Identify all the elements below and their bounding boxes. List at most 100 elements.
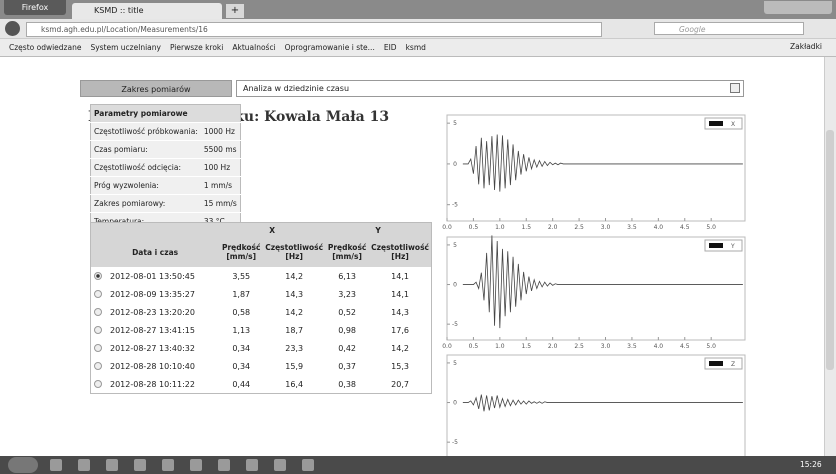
cell: 0,52 (338, 307, 357, 317)
start-button[interactable] (8, 457, 38, 473)
back-button[interactable] (5, 21, 20, 36)
x-tick-label: 3.0 (601, 224, 611, 231)
legend-label: X (731, 121, 735, 128)
taskbar-icon[interactable] (190, 459, 202, 471)
parameter-label: Temperatura: (90, 212, 201, 231)
x-tick-label: 1.5 (521, 224, 531, 231)
group-header: Y (375, 225, 381, 235)
plot-area (446, 354, 746, 459)
bookmark[interactable]: ksmd (405, 43, 426, 52)
signal-line (462, 235, 743, 329)
date-text: 2012-08-28 10:10:40 (110, 361, 195, 371)
bookmark[interactable]: Często odwiedzane (9, 43, 82, 52)
cell: 14,2 (391, 343, 409, 353)
legend-box (704, 357, 743, 370)
measurement-row[interactable]: 2012-08-09 13:35:27 1,87 14,3 3,23 14,1 (91, 285, 432, 303)
y-tick-label: 0 (453, 161, 457, 168)
cell: 14,1 (391, 289, 409, 299)
scroll-thumb[interactable] (826, 130, 834, 370)
bookmarks-menu[interactable]: Zakładki (790, 42, 822, 51)
y-tick-label: -5 (452, 439, 458, 446)
search-box[interactable]: Google (654, 22, 804, 35)
measurement-row[interactable]: 2012-08-28 10:10:40 0,34 15,9 0,37 15,3 (91, 357, 432, 375)
cell: 16,4 (285, 379, 304, 389)
x-tick-label: 1.0 (495, 224, 505, 231)
measurement-row[interactable]: 2012-08-28 10:11:22 0,44 16,4 0,38 20,7 (91, 375, 432, 394)
taskbar-icon[interactable] (274, 459, 286, 471)
x-tick-label: 4.5 (680, 224, 690, 231)
taskbar-icon[interactable] (162, 459, 174, 471)
measurement-row[interactable]: 2012-08-27 13:41:15 1,13 18,7 0,98 17,6 (91, 321, 432, 339)
radio-button[interactable] (94, 290, 102, 298)
radio-button[interactable] (94, 344, 102, 352)
address-bar[interactable]: ksmd.agh.edu.pl/Location/Measurements/16 (26, 22, 602, 37)
parameter-row: Zakres pomiarowy: 15 mm/s (90, 194, 241, 213)
bookmark[interactable]: System uczelniany (90, 43, 161, 52)
legend-swatch (709, 243, 723, 248)
legend-label: Y (730, 243, 735, 250)
parameter-row: Temperatura: 33 °C (90, 212, 241, 231)
date-cell: 2012-08-28 10:10:40 (91, 357, 220, 375)
taskbar-icon[interactable] (246, 459, 258, 471)
date-text: 2012-08-01 13:50:45 (110, 271, 195, 281)
cell: 3,23 (338, 289, 357, 299)
measurement-row[interactable]: 2012-08-01 13:50:45 3,55 14,2 6,13 14,1 (91, 267, 432, 285)
taskbar-icon[interactable] (302, 459, 314, 471)
parameter-value: 5500 ms (200, 140, 241, 159)
cell: 1,13 (232, 325, 251, 335)
parameter-row: Częstotliwość odcięcia: 100 Hz (90, 158, 241, 177)
cell: 17,6 (391, 325, 409, 335)
tab[interactable]: KSMD :: title (72, 3, 222, 19)
select-arrow[interactable] (730, 83, 740, 93)
radio-button[interactable] (94, 308, 102, 316)
x-tick-label: 5.0 (706, 224, 716, 231)
measurement-row[interactable]: 2012-08-23 13:20:20 0,58 14,2 0,52 14,3 (91, 303, 432, 321)
bookmark[interactable]: Oprogramowanie i ste... (284, 43, 375, 52)
y-tick-label: 5 (453, 360, 457, 367)
cell: 15,3 (391, 361, 409, 371)
radio-button[interactable] (94, 362, 102, 370)
y-tick-label: 5 (453, 120, 457, 127)
parameter-label: Częstotliwość próbkowania: (90, 122, 201, 141)
taskbar-icon[interactable] (50, 459, 62, 471)
cell: 6,13 (338, 271, 357, 281)
analysis-select[interactable]: Analiza w dziedzinie czasu (236, 80, 744, 97)
signal-line (462, 134, 743, 192)
cell: 14,2 (285, 271, 304, 281)
taskbar-icon[interactable] (218, 459, 230, 471)
measurement-row[interactable]: 2012-08-27 13:40:32 0,34 23,3 0,42 14,2 (91, 339, 432, 357)
bookmark[interactable]: Pierwsze kroki (169, 43, 224, 52)
taskbar-icon[interactable] (78, 459, 90, 471)
bookmark[interactable]: Aktualności (232, 43, 276, 52)
measurements-table: X Y Data i czas Prędkość [mm/s] Częstotliwoś… (90, 222, 432, 394)
y-tick-label: 0 (453, 400, 457, 407)
radio-button[interactable] (94, 326, 102, 334)
radio-button[interactable] (94, 380, 102, 388)
date-cell: 2012-08-27 13:41:15 (91, 321, 220, 339)
window-buttons[interactable] (764, 1, 832, 14)
taskbar-icon[interactable] (106, 459, 118, 471)
x-tick-label: 5.0 (706, 343, 716, 350)
cell: 23,3 (285, 343, 304, 353)
cell: 0,34 (232, 361, 251, 371)
parameter-label: Czas pomiaru: (90, 140, 201, 159)
range-button[interactable]: Zakres pomiarów (80, 80, 232, 97)
parameter-value: 100 Hz (200, 158, 241, 177)
taskbar-icon[interactable] (134, 459, 146, 471)
y-tick-label: 0 (453, 282, 457, 289)
x-tick-label: 2.0 (548, 224, 558, 231)
cell: 14,1 (391, 271, 409, 281)
parameter-label: Próg wyzwolenia: (90, 176, 201, 195)
radio-button[interactable] (94, 272, 102, 280)
parameter-row: Czas pomiaru: 5500 ms (90, 140, 241, 159)
menu-button[interactable]: Firefox (4, 0, 66, 15)
cell: 0,37 (338, 361, 357, 371)
new-tab-button[interactable]: + (226, 4, 244, 18)
cell: 0,38 (338, 379, 357, 389)
bookmark[interactable]: EID (383, 43, 397, 52)
parameter-value: 1 mm/s (200, 176, 241, 195)
x-tick-label: 2.0 (548, 343, 558, 350)
date-cell: 2012-08-01 13:50:45 (91, 267, 220, 285)
parameter-value: 15 mm/s (200, 194, 241, 213)
